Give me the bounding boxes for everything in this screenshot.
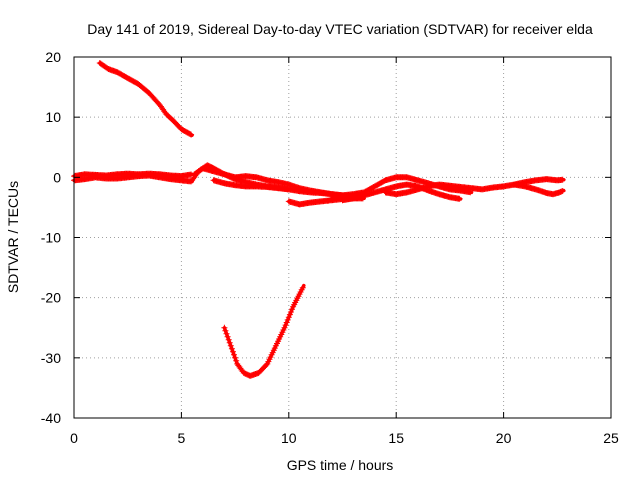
x-tick-label: 15 [388, 430, 404, 446]
x-tick-label: 5 [178, 430, 186, 446]
y-tick-label: -30 [41, 350, 61, 366]
y-axis-title: SDTVAR / TECUs [5, 181, 21, 293]
grid-layer [74, 57, 611, 418]
x-tick-label: 20 [496, 430, 512, 446]
x-tick-label: 10 [281, 430, 297, 446]
series-points [221, 284, 306, 379]
y-tick-label: -10 [41, 230, 61, 246]
x-axis-title: GPS time / hours [287, 457, 394, 473]
series-arc-f [210, 177, 291, 193]
chart-title: Day 141 of 2019, Sidereal Day-to-day VTE… [87, 21, 593, 37]
series-arc-l [221, 283, 306, 379]
y-tick-label: 0 [53, 169, 61, 185]
y-tick-label: -40 [41, 410, 61, 426]
y-tick-label: 10 [45, 109, 61, 125]
series-arc-j [382, 176, 566, 198]
series-arc-k [511, 181, 566, 198]
series-arc-e [191, 165, 356, 200]
series-arc-a [96, 60, 195, 138]
y-tick-label: -20 [41, 290, 61, 306]
data-layer [71, 60, 566, 379]
x-tick-label: 25 [603, 430, 619, 446]
y-tick-label: 20 [45, 49, 61, 65]
series-points [96, 60, 195, 138]
series-points [382, 176, 566, 198]
series-points [511, 181, 566, 198]
x-tick-label: 0 [70, 430, 78, 446]
series-points [210, 177, 291, 193]
tick-layer: 0 5 10 15 20 25 -40 -30 -20 -10 0 10 20 [41, 49, 619, 446]
